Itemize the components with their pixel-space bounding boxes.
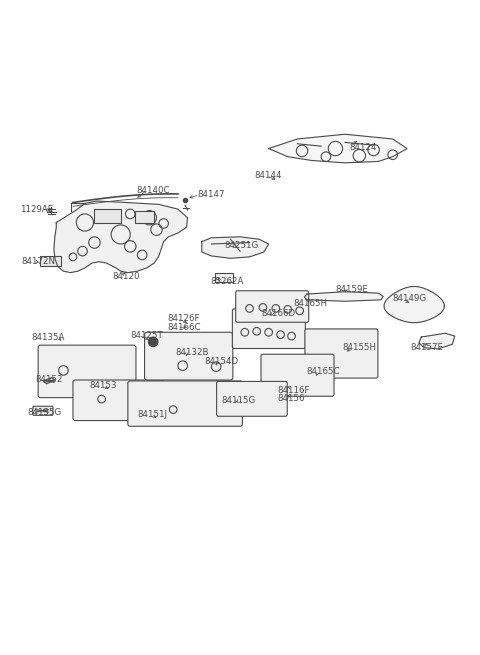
Text: 84151J: 84151J (137, 410, 168, 419)
Text: 84153: 84153 (90, 381, 117, 390)
Text: 84132B: 84132B (176, 348, 209, 357)
FancyBboxPatch shape (38, 345, 136, 398)
Circle shape (148, 337, 158, 346)
Text: 84126F: 84126F (168, 314, 200, 324)
FancyBboxPatch shape (236, 291, 309, 322)
Text: 84124: 84124 (350, 143, 377, 151)
FancyBboxPatch shape (33, 406, 53, 415)
Text: 84152: 84152 (36, 375, 63, 384)
Polygon shape (54, 201, 188, 272)
Text: 84125T: 84125T (130, 331, 163, 340)
Polygon shape (304, 291, 383, 301)
Text: 84135A: 84135A (31, 333, 64, 341)
Polygon shape (419, 333, 455, 349)
Polygon shape (384, 286, 444, 323)
FancyBboxPatch shape (232, 309, 305, 348)
Polygon shape (43, 378, 55, 384)
Bar (135, 210, 154, 223)
Text: 84149G: 84149G (393, 294, 427, 303)
Bar (215, 272, 233, 282)
Polygon shape (202, 237, 269, 258)
FancyBboxPatch shape (128, 381, 242, 426)
FancyBboxPatch shape (305, 329, 378, 378)
Polygon shape (269, 134, 407, 163)
FancyBboxPatch shape (216, 381, 287, 417)
Bar (39, 256, 61, 267)
FancyBboxPatch shape (261, 354, 334, 396)
Text: 84165H: 84165H (293, 299, 327, 308)
Text: 84166C: 84166C (168, 322, 201, 331)
FancyBboxPatch shape (73, 380, 164, 421)
Text: 84144: 84144 (254, 171, 282, 180)
Text: 84147: 84147 (197, 191, 225, 199)
Text: 84166D: 84166D (262, 309, 296, 318)
Text: 84154D: 84154D (204, 358, 239, 366)
Text: 84156: 84156 (277, 394, 305, 403)
FancyBboxPatch shape (144, 332, 233, 380)
Text: 1129AE: 1129AE (21, 204, 54, 214)
Text: 84159E: 84159E (336, 285, 368, 294)
Text: 84140C: 84140C (136, 185, 170, 195)
Text: 84135G: 84135G (28, 409, 62, 417)
Text: 84155H: 84155H (343, 343, 377, 352)
Bar (95, 209, 120, 223)
Text: 84251G: 84251G (225, 241, 259, 250)
Text: 84157E: 84157E (411, 343, 444, 352)
Text: 84116F: 84116F (277, 386, 310, 395)
Text: 85262A: 85262A (210, 276, 244, 286)
Text: 84165C: 84165C (307, 367, 340, 376)
Text: 84172N: 84172N (22, 257, 55, 266)
Text: 84120: 84120 (113, 272, 140, 281)
Text: 84115G: 84115G (222, 396, 256, 405)
